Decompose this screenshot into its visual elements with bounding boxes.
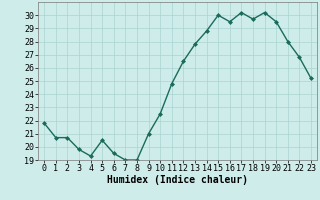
X-axis label: Humidex (Indice chaleur): Humidex (Indice chaleur) (107, 175, 248, 185)
